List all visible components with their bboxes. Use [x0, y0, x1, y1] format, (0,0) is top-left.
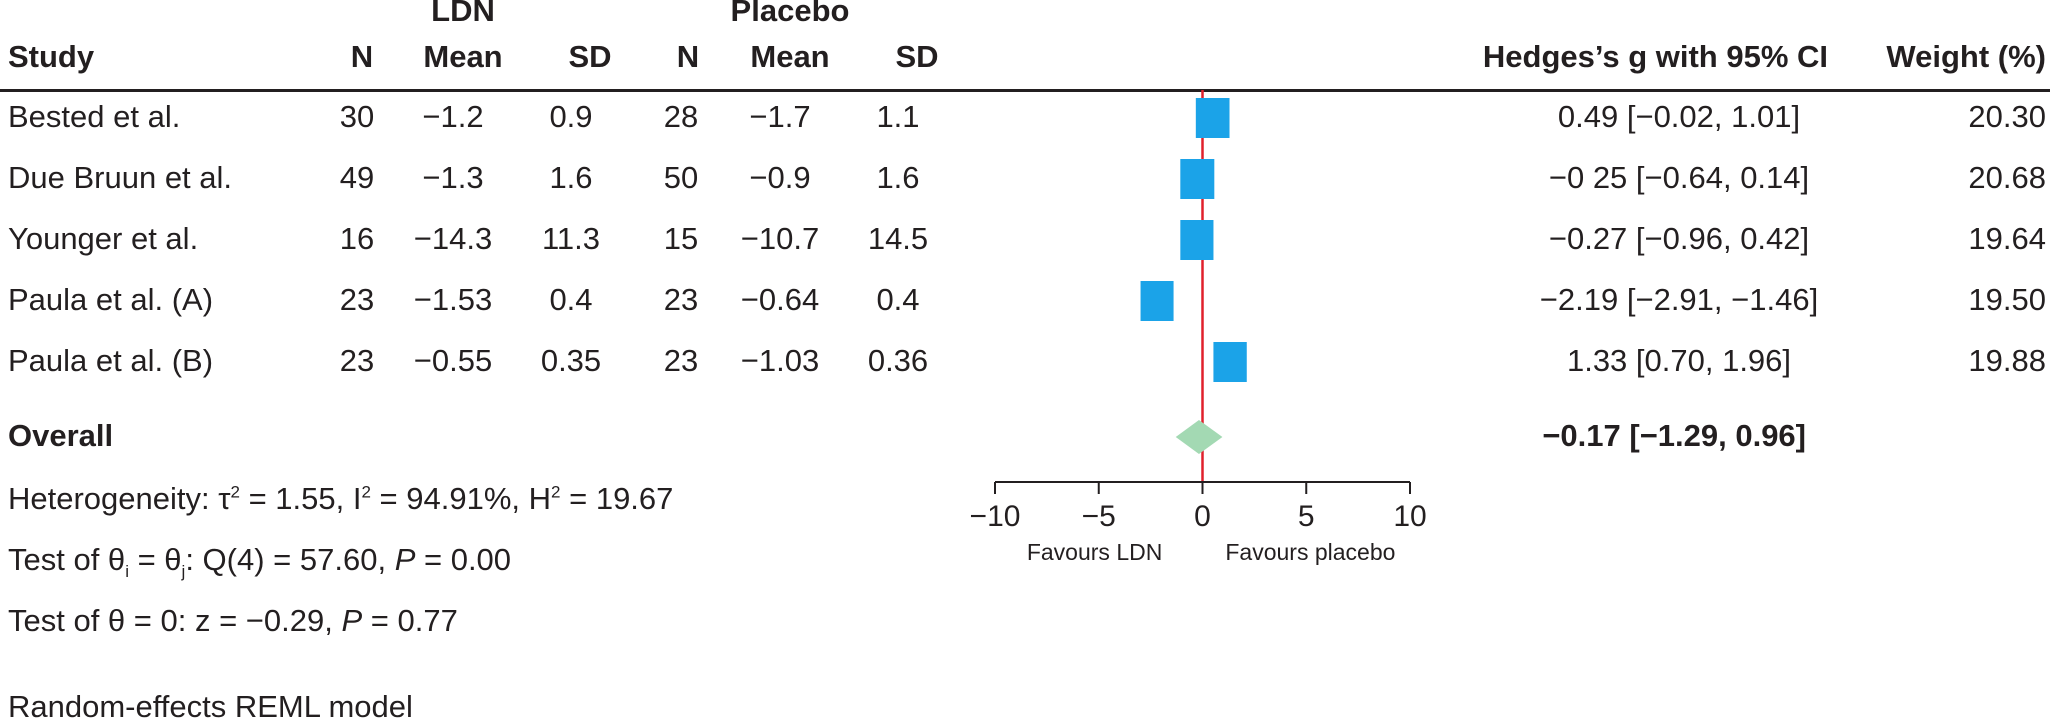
- study-name: Due Bruun et al.: [8, 160, 233, 195]
- mean-ldn: −0.55: [413, 343, 493, 378]
- col-header-sd-ldn: SD: [568, 39, 612, 74]
- col-header-mean-placebo: Mean: [750, 39, 830, 74]
- x-tick-label: 0: [1194, 500, 1211, 533]
- weight-value: 20.30: [1968, 99, 2046, 134]
- n-ldn: 30: [339, 99, 375, 134]
- mean-ldn: −14.3: [413, 221, 493, 256]
- mean-placebo: −10.7: [740, 221, 820, 256]
- overall-ci: −0.17 [−1.29, 0.96]: [1542, 418, 1806, 453]
- n-placebo: 15: [663, 221, 699, 256]
- effect-ci: −0 25 [−0.64, 0.14]: [1548, 160, 1810, 195]
- col-header-sd-placebo: SD: [895, 39, 939, 74]
- het-prefix: Heterogeneity: τ: [8, 481, 231, 516]
- n-ldn: 23: [339, 282, 375, 317]
- test1-p: P: [394, 542, 416, 577]
- study-marker: [1140, 281, 1174, 321]
- effect-ci: −2.19 [−2.91, −1.46]: [1539, 282, 1819, 317]
- mean-ldn: −1.3: [422, 160, 484, 195]
- col-header-weight: Weight (%): [1886, 39, 2046, 74]
- group-header-ldn: LDN: [431, 0, 495, 28]
- col-header-effect: Hedges’s g with 95% CI: [1482, 39, 1828, 74]
- test1-sub-j: j: [181, 562, 186, 582]
- study-name: Younger et al.: [8, 221, 199, 256]
- study-marker: [1180, 159, 1215, 199]
- sd-placebo: 1.6: [876, 160, 920, 195]
- heterogeneity-note: Heterogeneity: τ2 = 1.55, I2 = 94.91%, H…: [8, 482, 673, 516]
- n-placebo: 28: [663, 99, 699, 134]
- het-end: = 19.67: [560, 481, 674, 516]
- weight-value: 20.68: [1968, 160, 2046, 195]
- sd-placebo: 0.36: [867, 343, 929, 378]
- n-placebo: 23: [663, 282, 699, 317]
- mean-placebo: −0.64: [740, 282, 820, 317]
- n-placebo: 50: [663, 160, 699, 195]
- test2-end: = 0.77: [362, 603, 458, 638]
- favours-placebo-label: Favours placebo: [1225, 539, 1395, 565]
- effect-ci: 1.33 [0.70, 1.96]: [1566, 343, 1792, 378]
- test1-end: = 0.00: [415, 542, 512, 577]
- x-tick-label: 10: [1393, 500, 1426, 533]
- homogeneity-test-note: Test of θi = θj: Q(4) = 57.60, P = 0.00: [8, 542, 512, 581]
- het-mid1: = 1.55, I: [239, 481, 362, 516]
- mean-placebo: −0.9: [749, 160, 811, 195]
- effect-ci: 0.49 [−0.02, 1.01]: [1557, 99, 1801, 134]
- test1-prefix: Test of θ: [8, 542, 126, 577]
- sd-placebo: 1.1: [876, 99, 920, 134]
- header-rule: [0, 89, 2050, 92]
- test2-p: P: [341, 603, 363, 638]
- sd-ldn: 0.4: [549, 282, 593, 317]
- overall-effect-test-note: Test of θ = 0: z = −0.29, P = 0.77: [8, 604, 458, 638]
- col-header-study: Study: [8, 39, 95, 74]
- mean-ldn: −1.2: [422, 99, 484, 134]
- x-tick-label: −5: [1082, 500, 1116, 533]
- overall-diamond: [1175, 420, 1223, 454]
- sd-placebo: 0.4: [876, 282, 920, 317]
- study-marker: [1180, 220, 1214, 260]
- col-header-n-placebo: N: [676, 39, 700, 74]
- weight-value: 19.88: [1968, 343, 2046, 378]
- mean-placebo: −1.7: [749, 99, 811, 134]
- sd-ldn: 1.6: [549, 160, 593, 195]
- col-header-n-ldn: N: [350, 39, 374, 74]
- het-sup-i: 2: [361, 482, 371, 502]
- n-placebo: 23: [663, 343, 699, 378]
- study-name: Paula et al. (B): [8, 343, 214, 378]
- n-ldn: 23: [339, 343, 375, 378]
- test1-mid: = θ: [128, 542, 182, 577]
- test2-prefix: Test of θ = 0: z = −0.29,: [8, 603, 342, 638]
- study-name: Paula et al. (A): [8, 282, 214, 317]
- x-tick-label: 5: [1298, 500, 1315, 533]
- test1-sub-i: i: [125, 562, 129, 582]
- study-marker: [1195, 98, 1230, 138]
- study-name: Bested et al.: [8, 99, 181, 134]
- het-sup-h: 2: [551, 482, 561, 502]
- x-tick-label: −10: [970, 500, 1021, 533]
- sd-ldn: 0.35: [540, 343, 602, 378]
- mean-placebo: −1.03: [740, 343, 820, 378]
- mean-ldn: −1.53: [413, 282, 493, 317]
- effect-ci: −0.27 [−0.96, 0.42]: [1548, 221, 1810, 256]
- het-mid2: = 94.91%, H: [370, 481, 552, 516]
- sd-ldn: 11.3: [541, 221, 601, 256]
- het-sup-tau: 2: [230, 482, 240, 502]
- favours-ldn-label: Favours LDN: [1027, 539, 1162, 565]
- test1-rest: : Q(4) = 57.60,: [185, 542, 395, 577]
- n-ldn: 49: [339, 160, 375, 195]
- weight-value: 19.50: [1968, 282, 2046, 317]
- sd-placebo: 14.5: [867, 221, 929, 256]
- overall-label: Overall: [8, 418, 114, 453]
- study-marker: [1213, 342, 1247, 382]
- weight-value: 19.64: [1968, 221, 2046, 256]
- group-header-placebo: Placebo: [730, 0, 850, 28]
- col-header-mean-ldn: Mean: [423, 39, 503, 74]
- n-ldn: 16: [339, 221, 375, 256]
- sd-ldn: 0.9: [549, 99, 593, 134]
